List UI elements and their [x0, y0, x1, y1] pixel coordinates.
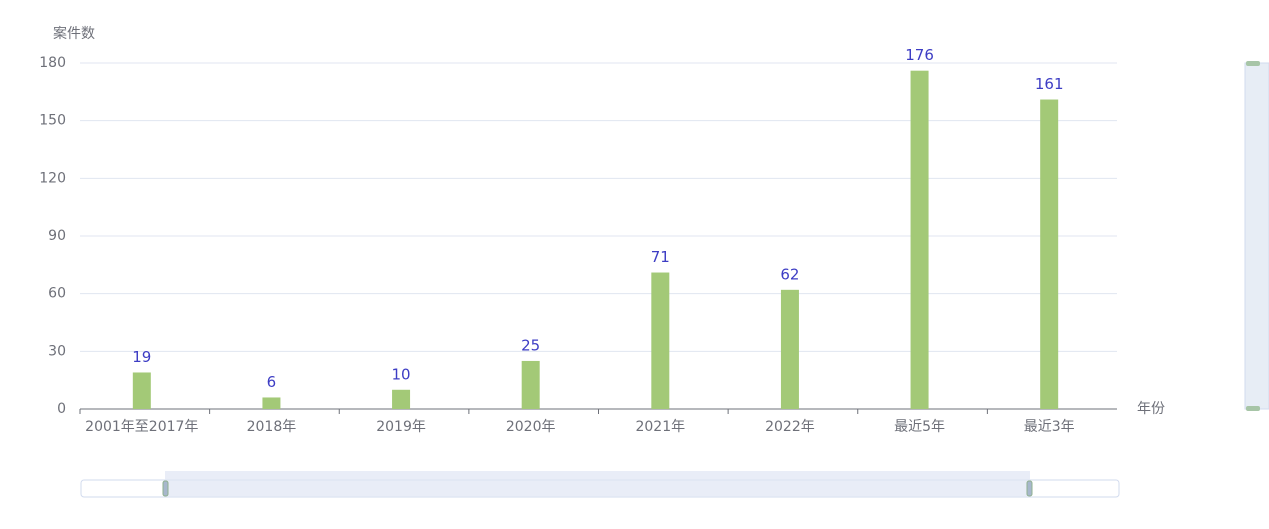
zoom-handle[interactable]: [1026, 480, 1033, 497]
zoom-handle[interactable]: [1246, 61, 1260, 66]
bar: [780, 289, 799, 409]
bar: [521, 360, 540, 409]
zoom-window[interactable]: [165, 471, 1030, 497]
x-tick-label: 最近3年: [1024, 419, 1075, 435]
data-label: 161: [1035, 75, 1064, 93]
data-label: 176: [905, 46, 934, 64]
x-axis-label: 年份: [1137, 401, 1165, 417]
data-label: 6: [267, 373, 277, 391]
x-tick-label: 2019年: [376, 419, 426, 435]
bar: [651, 272, 670, 409]
bar: [392, 389, 411, 409]
y-tick-label: 30: [48, 343, 66, 359]
vertical-zoom[interactable]: [1244, 61, 1269, 411]
data-label: 25: [521, 336, 540, 354]
y-tick-label: 180: [39, 55, 66, 71]
data-label: 62: [780, 265, 799, 283]
y-axis-label: 案件数: [53, 25, 95, 42]
x-tick-label: 2020年: [506, 419, 556, 435]
bar: [910, 70, 929, 409]
data-label: 19: [132, 348, 151, 366]
bar: [132, 372, 151, 409]
x-tick-label: 2022年: [765, 419, 815, 435]
y-tick-label: 150: [39, 113, 66, 129]
y-tick-label: 0: [57, 401, 66, 417]
y-tick-label: 120: [39, 170, 66, 186]
zoom-handle[interactable]: [162, 480, 169, 497]
bar: [262, 397, 281, 409]
bar: [1040, 99, 1059, 410]
data-label: 10: [392, 365, 411, 383]
y-tick-label: 90: [48, 228, 66, 244]
zoom-window[interactable]: [1244, 62, 1269, 410]
data-label: 71: [651, 248, 670, 266]
x-tick-label: 2001年至2017年: [85, 419, 198, 435]
y-tick-label: 60: [48, 286, 66, 302]
x-tick-label: 2021年: [635, 419, 685, 435]
x-tick-label: 2018年: [247, 419, 297, 435]
horizontal-zoom[interactable]: [80, 471, 1120, 498]
zoom-handle[interactable]: [1246, 406, 1260, 411]
x-tick-label: 最近5年: [894, 419, 945, 435]
